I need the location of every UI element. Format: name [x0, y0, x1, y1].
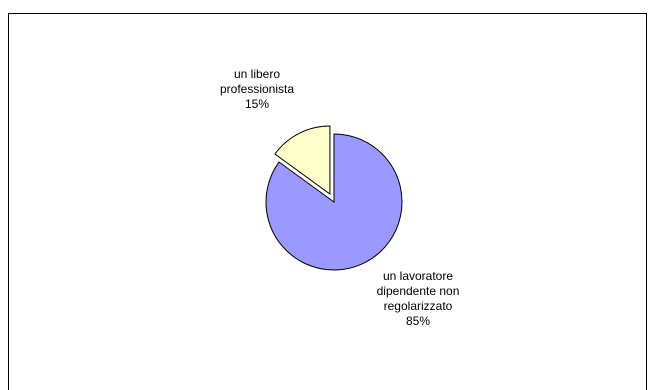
pie-slice-label-line: regolarizzato	[384, 299, 453, 313]
pie-slice-1	[274, 125, 331, 195]
pie-slice-label-line: un lavoratore	[383, 269, 453, 283]
pie-slice-percent-1: 15%	[245, 97, 269, 111]
pie-labels: un libero professionista 15% un lavoratore d…	[220, 67, 459, 328]
pie-slice-label-1: un libero professionista 15%	[220, 67, 294, 111]
pie-slices	[265, 125, 403, 271]
pie-slice-label-line: un libero	[234, 67, 280, 81]
pie-slice-2	[265, 133, 403, 271]
pie-slice-label-line: dipendente non	[377, 284, 460, 298]
pie-slice-label-line: professionista	[220, 82, 294, 96]
pie-slice-label-2: un lavoratore dipendente non regolarizzato…	[377, 269, 460, 328]
pie-slice-percent-2: 85%	[406, 314, 430, 328]
